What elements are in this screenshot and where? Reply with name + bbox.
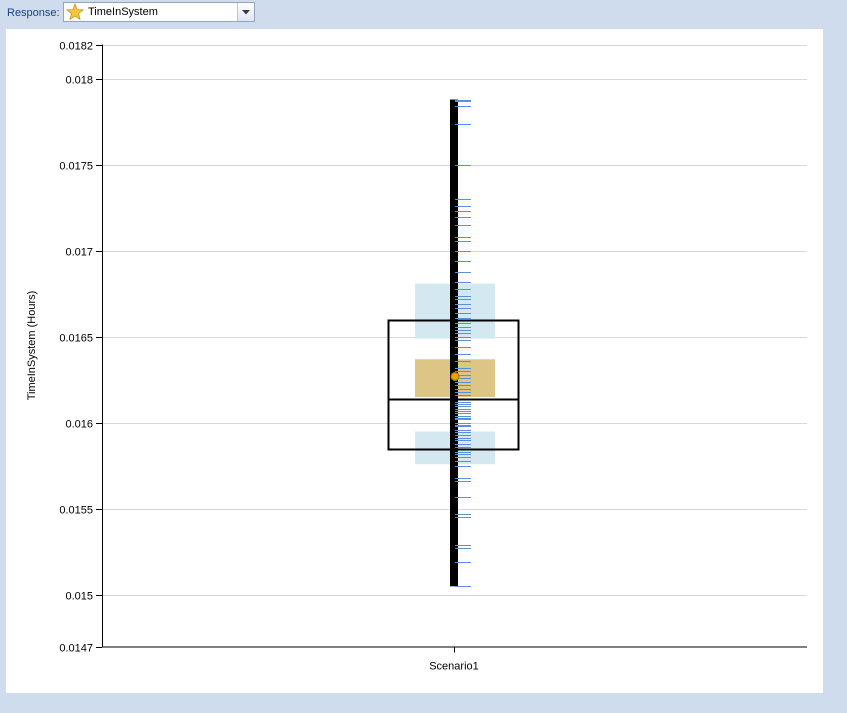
y-tick-label: 0.0175 [59,161,93,173]
x-tick-label: Scenario1 [429,661,479,673]
y-tick-label: 0.0182 [59,41,93,53]
response-selected-value: TimeInSystem [88,6,158,18]
chart-panel: 0.0147 0.015 0.0155 0.016 0.0165 0.017 0.0175 0… [6,29,823,693]
mean-marker [450,371,460,381]
response-label: Response: [7,7,60,19]
y-tick-label: 0.018 [65,75,93,87]
y-tick-label: 0.0155 [59,505,93,517]
y-tick-label: 0.016 [65,419,93,431]
star-icon [65,2,85,21]
response-toolbar: Response: TimeInSystem [0,0,847,27]
interquartile-box [387,319,520,451]
y-axis-label: TimeInSystem (Hours) [26,291,38,401]
chevron-down-icon [242,10,250,15]
y-tick-label: 0.015 [65,591,93,603]
dropdown-button[interactable] [237,3,254,21]
whisker [450,99,458,587]
response-dropdown[interactable]: TimeInSystem [63,2,255,22]
y-tick-label: 0.017 [65,247,93,259]
y-tick-label: 0.0165 [59,333,93,345]
y-tick-label: 0.0147 [59,643,93,655]
box-plot-chart: 0.0147 0.015 0.0155 0.016 0.0165 0.017 0.0175 0… [26,41,807,673]
